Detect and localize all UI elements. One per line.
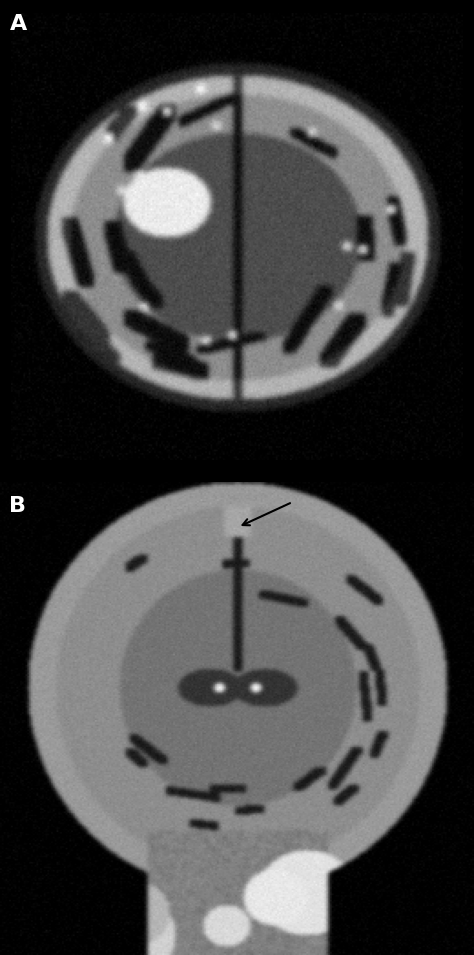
Text: B: B [9, 497, 27, 517]
Text: A: A [9, 14, 27, 34]
